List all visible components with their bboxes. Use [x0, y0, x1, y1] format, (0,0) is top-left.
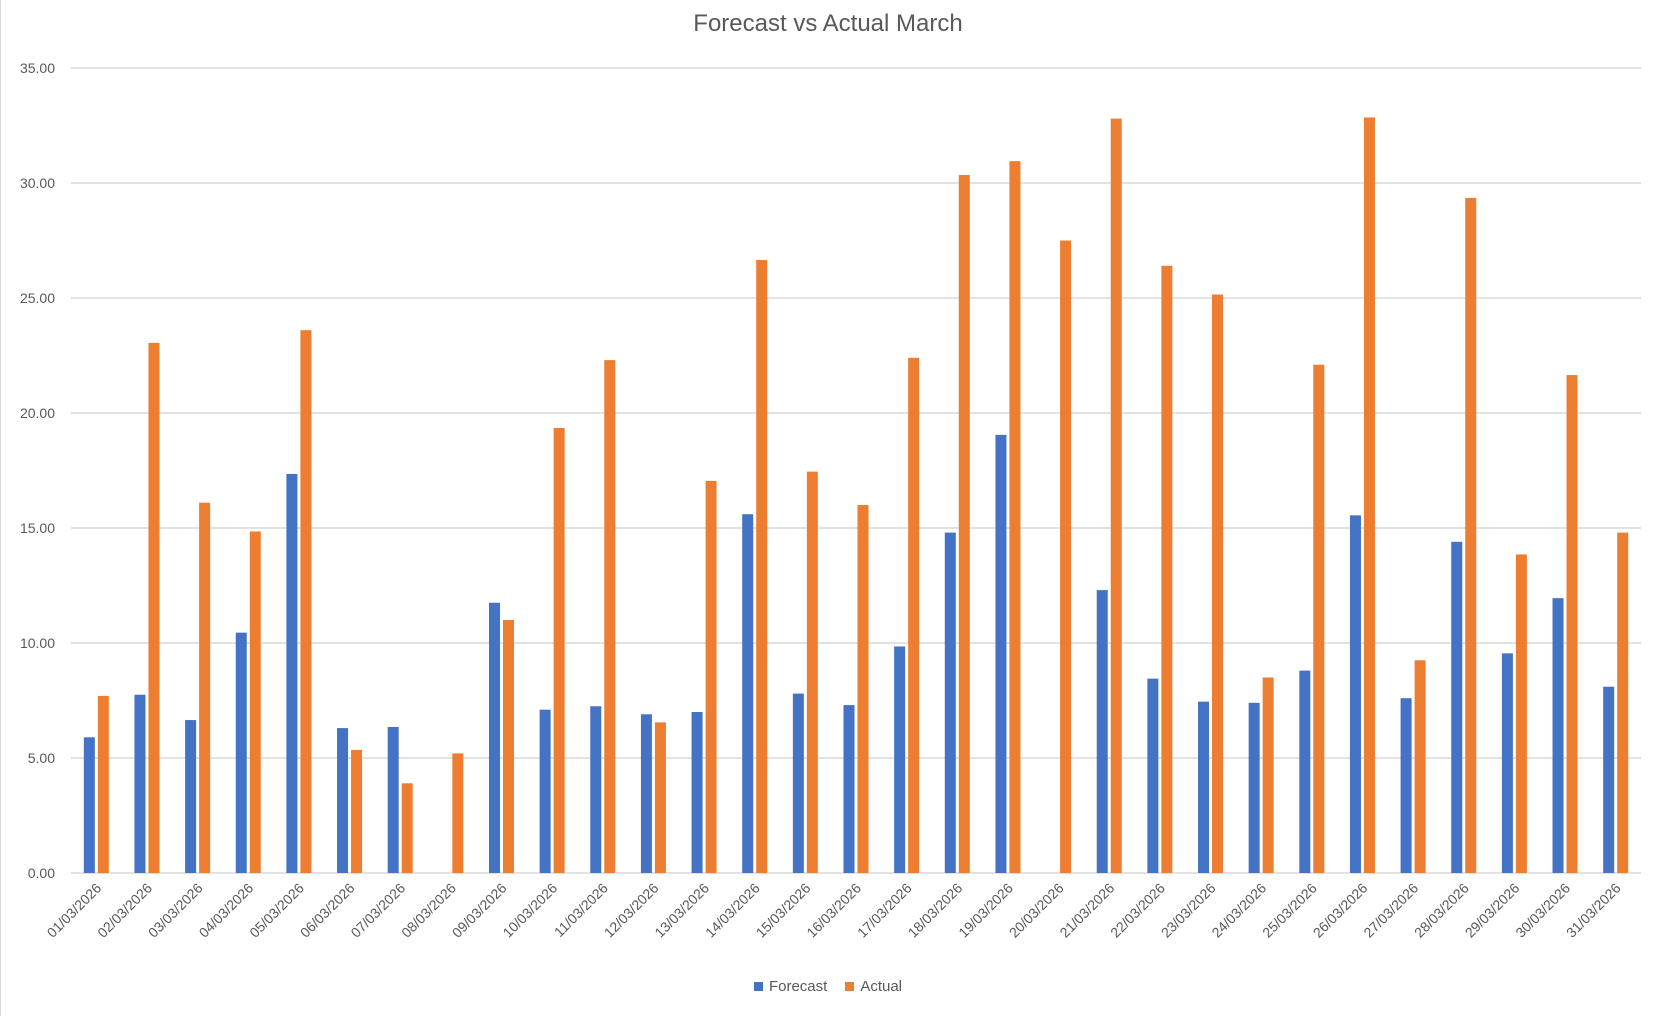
chart-title: Forecast vs Actual March	[693, 10, 963, 37]
bar-forecast	[894, 646, 906, 873]
bar-actual	[806, 471, 818, 873]
bar-actual	[756, 260, 768, 873]
bar-actual	[958, 174, 970, 873]
bar-actual	[452, 753, 464, 873]
bar-actual	[148, 342, 160, 874]
bar-actual	[1262, 677, 1274, 873]
bar-forecast	[944, 532, 956, 873]
bar-actual	[1110, 118, 1122, 874]
legend: Forecast Actual	[1, 978, 1654, 995]
bar-actual	[705, 480, 717, 873]
bar-actual	[553, 427, 565, 873]
bar-forecast	[1349, 515, 1361, 873]
bar-forecast	[1299, 670, 1311, 873]
y-tick-label: 0.00	[28, 865, 55, 881]
bar-forecast	[792, 693, 804, 873]
bar-actual	[908, 357, 920, 873]
bar-actual	[1414, 660, 1426, 873]
bar-forecast	[1248, 702, 1260, 873]
bar-forecast	[640, 714, 652, 873]
bar-actual	[199, 502, 211, 873]
bar-actual	[1617, 532, 1629, 873]
legend-label: Forecast	[768, 978, 828, 995]
bar-forecast	[843, 705, 855, 873]
bar-forecast	[488, 602, 500, 873]
bar-actual	[1161, 265, 1173, 873]
y-tick-label: 30.00	[20, 175, 55, 191]
bar-actual	[249, 531, 261, 873]
bar-actual	[401, 783, 413, 873]
bar-actual	[1566, 375, 1578, 873]
bar-forecast	[1451, 541, 1463, 873]
bar-forecast	[1147, 678, 1159, 873]
bar-actual	[1363, 117, 1375, 873]
legend-swatch	[845, 982, 855, 991]
bar-forecast	[1552, 598, 1564, 873]
bar-actual	[1060, 240, 1072, 873]
bar-forecast	[995, 434, 1007, 873]
bar-actual	[1212, 294, 1224, 873]
bar-forecast	[185, 720, 197, 873]
y-tick-label: 25.00	[20, 290, 55, 306]
y-tick-label: 10.00	[20, 635, 55, 651]
bar-actual	[1465, 197, 1477, 873]
x-tick-label: 31/03/2026	[1563, 880, 1624, 941]
bar-forecast	[1198, 701, 1210, 873]
bar-actual	[1313, 364, 1325, 873]
bar-actual	[1515, 554, 1527, 873]
y-tick-label: 15.00	[20, 520, 55, 536]
legend-label: Actual	[860, 978, 903, 995]
bar-forecast	[742, 514, 754, 873]
bar-forecast	[286, 473, 298, 873]
bar-actual	[300, 330, 312, 873]
bar-forecast	[134, 694, 146, 873]
y-tick-label: 20.00	[20, 405, 55, 421]
bar-actual	[604, 360, 616, 874]
bar-forecast	[337, 728, 349, 873]
bar-forecast	[691, 712, 703, 873]
y-tick-label: 5.00	[28, 750, 55, 766]
bar-forecast	[235, 632, 247, 873]
bar-actual	[857, 505, 869, 873]
bar-actual	[351, 749, 363, 873]
bar-forecast	[539, 709, 551, 873]
bar-forecast	[83, 737, 95, 873]
y-tick-label: 35.00	[20, 60, 55, 76]
legend-item-actual: Actual	[845, 978, 902, 995]
bar-forecast	[387, 726, 399, 873]
bar-actual	[502, 620, 514, 873]
x-tick-label: 10/03/2026	[499, 880, 560, 941]
bar-actual	[1009, 161, 1021, 873]
bar-forecast	[590, 706, 602, 873]
bar-chart: 0.005.0010.0015.0020.0025.0030.0035.0001…	[20, 60, 1641, 941]
bar-forecast	[1501, 653, 1513, 873]
bar-actual	[97, 695, 109, 873]
bar-actual	[654, 722, 666, 873]
bar-forecast	[1603, 686, 1615, 873]
legend-swatch	[753, 982, 763, 991]
legend-item-forecast: Forecast	[753, 978, 828, 995]
bar-forecast	[1096, 590, 1108, 873]
bar-forecast	[1400, 698, 1412, 873]
